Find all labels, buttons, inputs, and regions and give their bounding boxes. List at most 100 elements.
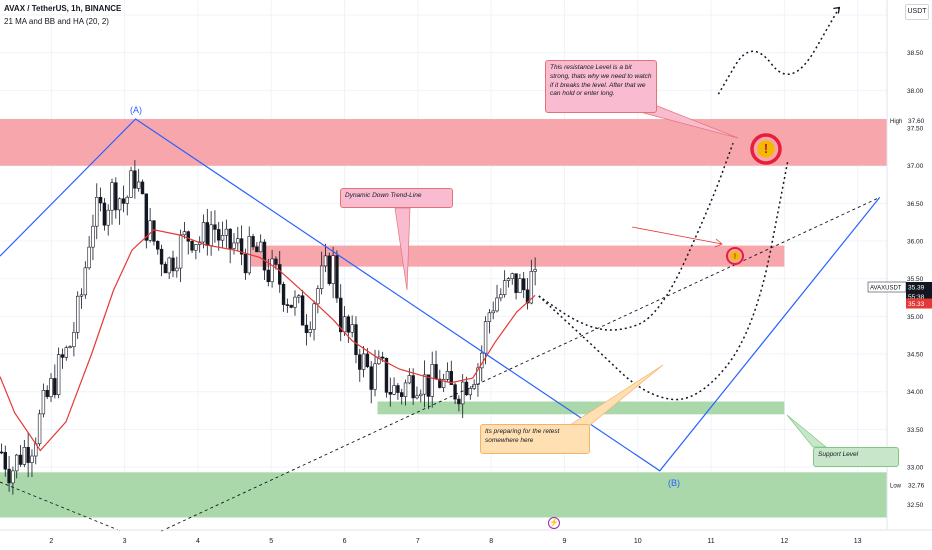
candle-body — [37, 413, 42, 445]
support-zone — [377, 401, 785, 415]
price-zones — [0, 119, 887, 518]
candle-body — [411, 375, 415, 399]
low-badge-label-bg — [888, 480, 906, 491]
candle-body — [148, 220, 152, 241]
ma-badge-value: 35.33 — [908, 301, 925, 308]
symbol-title[interactable]: AVAX / TetherUS, 1h, BINANCE — [4, 4, 122, 13]
candle-body — [278, 264, 282, 285]
price-tick-label: 32.50 — [907, 502, 924, 509]
candle-body — [518, 278, 522, 293]
candle-body — [499, 294, 503, 299]
warning-large-glyph: ! — [764, 142, 768, 156]
time-axis[interactable]: 2 3 4 5 6 7 8 9 10 11 12 13 — [0, 529, 932, 545]
price-tick-label: 36.00 — [907, 239, 924, 246]
last-price-bg — [906, 282, 932, 303]
candle-body — [213, 224, 217, 230]
candle-body — [186, 231, 190, 242]
support-note: Support Level — [813, 447, 899, 467]
candle-body — [79, 294, 84, 297]
candle-series — [0, 160, 537, 495]
projection-path — [717, 7, 841, 95]
candle-body — [262, 241, 267, 271]
candle-body — [205, 222, 210, 246]
candle-body — [533, 269, 537, 272]
candle-body — [354, 324, 358, 356]
resistance-zone — [249, 245, 785, 267]
price-tick-label: 34.00 — [907, 389, 924, 396]
candle-body — [45, 389, 49, 398]
candle-body — [400, 392, 404, 397]
candle-body — [373, 363, 377, 390]
price-tick-label: 36.50 — [907, 201, 924, 208]
symbol-tag: AVAXUSDT — [870, 286, 902, 292]
candle-body — [468, 388, 473, 396]
time-tick-label: 12 — [780, 538, 788, 545]
candle-body — [60, 354, 65, 358]
candle-body — [239, 238, 244, 255]
candle-body — [365, 353, 370, 368]
candle-body — [182, 231, 187, 236]
candle-body — [422, 374, 427, 395]
trend-lines — [0, 118, 881, 532]
candle-body — [194, 244, 198, 251]
price-tick-label: 33.50 — [907, 427, 924, 434]
projection-paths — [538, 6, 841, 401]
candle-body — [159, 248, 164, 265]
indicator-legend[interactable]: 21 MA and BB and HA (20, 2) — [4, 17, 109, 26]
candle-body — [140, 181, 145, 195]
candle-body — [68, 346, 72, 348]
candle-body — [217, 229, 221, 241]
warning-large-icon — [757, 140, 775, 158]
candle-body — [377, 356, 381, 365]
candle-body — [125, 197, 129, 204]
time-tick-label: 5 — [269, 538, 273, 545]
candle-body — [426, 374, 431, 397]
lightning-icon[interactable]: ⚡ — [548, 517, 560, 529]
price-tick-label: 35.00 — [907, 314, 924, 321]
candle-body — [64, 347, 68, 358]
candle-body — [53, 378, 57, 396]
candle-body — [98, 196, 103, 204]
candle-body — [156, 240, 160, 250]
candle-body — [41, 389, 46, 415]
red-arrow-head — [714, 238, 723, 248]
candle-body — [361, 353, 366, 370]
ma-badge-bg — [906, 298, 932, 309]
arrow-head — [833, 6, 841, 14]
candle-body — [316, 288, 320, 305]
candle-body — [438, 378, 442, 388]
candle-body — [289, 304, 293, 308]
candle-body — [228, 228, 232, 249]
high-badge-value: 37.60 — [908, 118, 925, 125]
high-badge-label-bg — [888, 115, 906, 126]
candle-body — [350, 324, 354, 333]
price-axis[interactable]: 32.50 33.00 33.50 34.00 34.50 35.00 35.50 36.00… — [867, 0, 932, 550]
candle-body — [30, 455, 34, 463]
candle-body — [117, 198, 122, 211]
candle-body — [457, 398, 461, 405]
low-badge-label: Low — [890, 484, 902, 490]
currency-button[interactable]: USDT — [905, 4, 929, 20]
warning-markers: !! — [726, 133, 782, 265]
candle-body — [407, 375, 412, 384]
candle-body — [114, 182, 118, 211]
candle-body — [178, 234, 183, 269]
candle-body — [121, 198, 126, 204]
countdown: 55:38 — [908, 294, 925, 301]
candle-body — [297, 295, 301, 298]
candle-body — [232, 242, 236, 249]
candle-body — [327, 255, 331, 284]
candle-body — [392, 385, 396, 395]
candle-body — [419, 393, 423, 397]
candle-body — [380, 356, 385, 359]
candle-body — [201, 222, 206, 243]
candle-body — [15, 454, 19, 472]
time-tick-label: 8 — [489, 538, 493, 545]
candle-body — [76, 295, 80, 333]
time-tick-label: 7 — [416, 538, 420, 545]
candle-body — [514, 273, 518, 293]
candle-body — [3, 452, 7, 470]
candle-body — [22, 446, 27, 465]
support-note-pointer — [786, 414, 827, 448]
point-b-label: (B) — [668, 478, 680, 488]
